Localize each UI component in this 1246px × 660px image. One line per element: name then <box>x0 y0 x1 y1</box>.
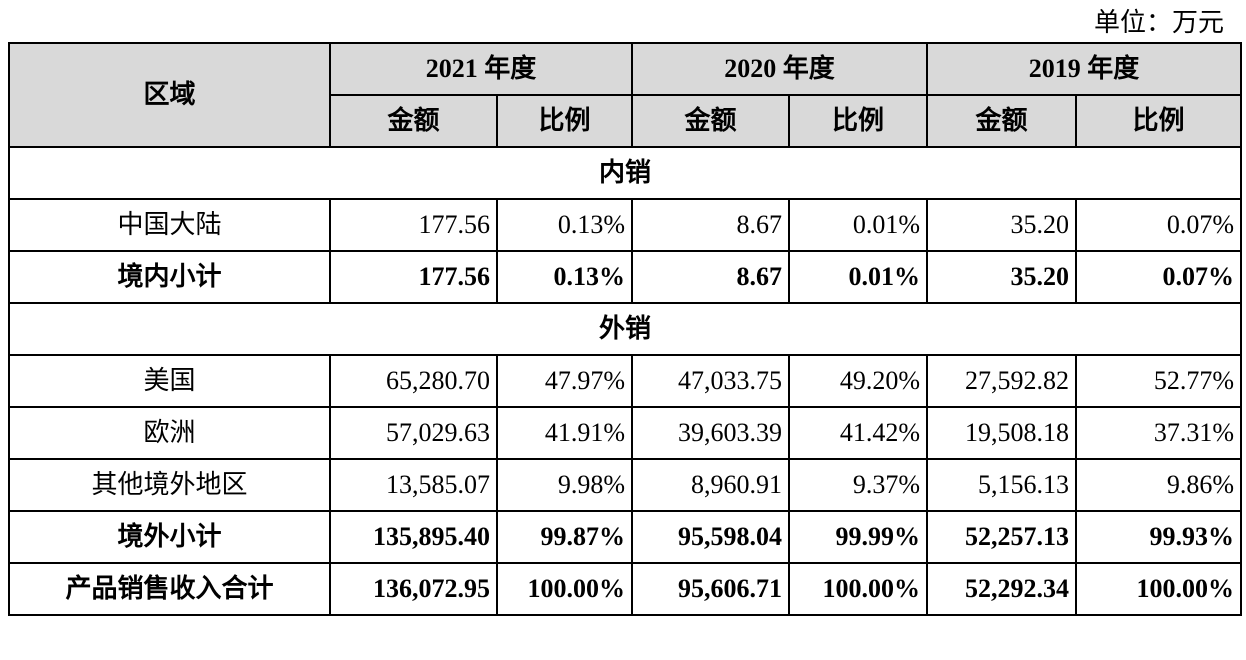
amount-cell: 8,960.91 <box>631 458 791 512</box>
ratio-cell: 99.93% <box>1075 510 1243 564</box>
table-row-domestic-subtotal: 境内小计 177.56 0.13% 8.67 0.01% 35.20 0.07% <box>8 250 1243 304</box>
amount-cell: 177.56 <box>329 198 498 252</box>
header-year-2020: 2020 年度 <box>631 42 929 96</box>
amount-cell: 47,033.75 <box>631 354 791 408</box>
region-cell: 境内小计 <box>8 250 331 304</box>
ratio-cell: 41.91% <box>495 406 634 460</box>
ratio-cell: 99.99% <box>788 510 929 564</box>
region-cell: 中国大陆 <box>8 198 331 252</box>
header-year-2021: 2021 年度 <box>328 42 634 96</box>
ratio-cell: 41.42% <box>788 406 929 460</box>
amount-cell: 95,606.71 <box>631 562 791 616</box>
amount-cell: 5,156.13 <box>926 458 1078 512</box>
table-row-mainland: 中国大陆 177.56 0.13% 8.67 0.01% 35.20 0.07% <box>8 198 1243 252</box>
ratio-cell: 0.13% <box>495 250 634 304</box>
header-ratio: 比例 <box>1075 94 1243 148</box>
ratio-cell: 99.87% <box>495 510 634 564</box>
header-ratio: 比例 <box>788 94 929 148</box>
header-year-2019: 2019 年度 <box>926 42 1243 96</box>
table-row-usa: 美国 65,280.70 47.97% 47,033.75 49.20% 27,… <box>8 354 1243 408</box>
amount-cell: 27,592.82 <box>926 354 1078 408</box>
region-cell: 境外小计 <box>8 510 331 564</box>
header-amount: 金额 <box>926 94 1078 148</box>
amount-cell: 35.20 <box>926 250 1078 304</box>
amount-cell: 136,072.95 <box>329 562 498 616</box>
amount-cell: 57,029.63 <box>329 406 498 460</box>
unit-label: 单位：万元 <box>1093 8 1224 37</box>
ratio-cell: 0.07% <box>1075 250 1243 304</box>
section-row-domestic: 内销 <box>7 146 1243 200</box>
region-cell: 欧洲 <box>8 406 331 460</box>
region-cell: 其他境外地区 <box>8 458 331 512</box>
amount-cell: 39,603.39 <box>631 406 791 460</box>
ratio-cell: 100.00% <box>495 562 634 616</box>
ratio-cell: 0.07% <box>1075 198 1243 252</box>
amount-cell: 8.67 <box>631 198 791 252</box>
header-amount: 金额 <box>631 94 791 148</box>
ratio-cell: 47.97% <box>495 354 634 408</box>
header-row-years: 区域 2021 年度 2020 年度 2019 年度 <box>8 42 1243 148</box>
ratio-cell: 37.31% <box>1075 406 1243 460</box>
ratio-cell: 9.86% <box>1075 458 1243 512</box>
region-cell: 产品销售收入合计 <box>8 562 331 616</box>
ratio-cell: 52.77% <box>1075 354 1243 408</box>
section-label-domestic: 内销 <box>7 146 1243 200</box>
amount-cell: 8.67 <box>631 250 791 304</box>
ratio-cell: 9.98% <box>495 458 634 512</box>
amount-cell: 177.56 <box>329 250 498 304</box>
amount-cell: 52,257.13 <box>926 510 1078 564</box>
ratio-cell: 49.20% <box>788 354 929 408</box>
amount-cell: 95,598.04 <box>631 510 791 564</box>
ratio-cell: 100.00% <box>1075 562 1243 616</box>
ratio-cell: 0.13% <box>495 198 634 252</box>
amount-cell: 135,895.40 <box>329 510 498 564</box>
ratio-cell: 0.01% <box>788 198 929 252</box>
table-row-overseas-subtotal: 境外小计 135,895.40 99.87% 95,598.04 99.99% … <box>8 510 1243 564</box>
section-row-overseas: 外销 <box>7 302 1243 356</box>
amount-cell: 13,585.07 <box>329 458 498 512</box>
ratio-cell: 100.00% <box>788 562 929 616</box>
ratio-cell: 9.37% <box>788 458 929 512</box>
region-cell: 美国 <box>8 354 331 408</box>
table-row-total: 产品销售收入合计 136,072.95 100.00% 95,606.71 10… <box>8 562 1243 616</box>
header-region: 区域 <box>8 42 331 148</box>
header-row-metrics: 金额 比例 金额 比例 金额 比例 <box>9 94 1243 148</box>
ratio-cell: 0.01% <box>788 250 929 304</box>
amount-cell: 35.20 <box>926 198 1078 252</box>
header-ratio: 比例 <box>495 94 634 148</box>
amount-cell: 65,280.70 <box>329 354 498 408</box>
amount-cell: 52,292.34 <box>926 562 1078 616</box>
sales-by-region-table: 区域 2021 年度 2020 年度 2019 年度 金额 比例 金额 比例 金… <box>7 42 1243 616</box>
header-amount: 金额 <box>329 94 498 148</box>
amount-cell: 19,508.18 <box>926 406 1078 460</box>
table-row-other-regions: 其他境外地区 13,585.07 9.98% 8,960.91 9.37% 5,… <box>8 458 1243 512</box>
table-row-europe: 欧洲 57,029.63 41.91% 39,603.39 41.42% 19,… <box>8 406 1243 460</box>
section-label-overseas: 外销 <box>7 302 1243 356</box>
